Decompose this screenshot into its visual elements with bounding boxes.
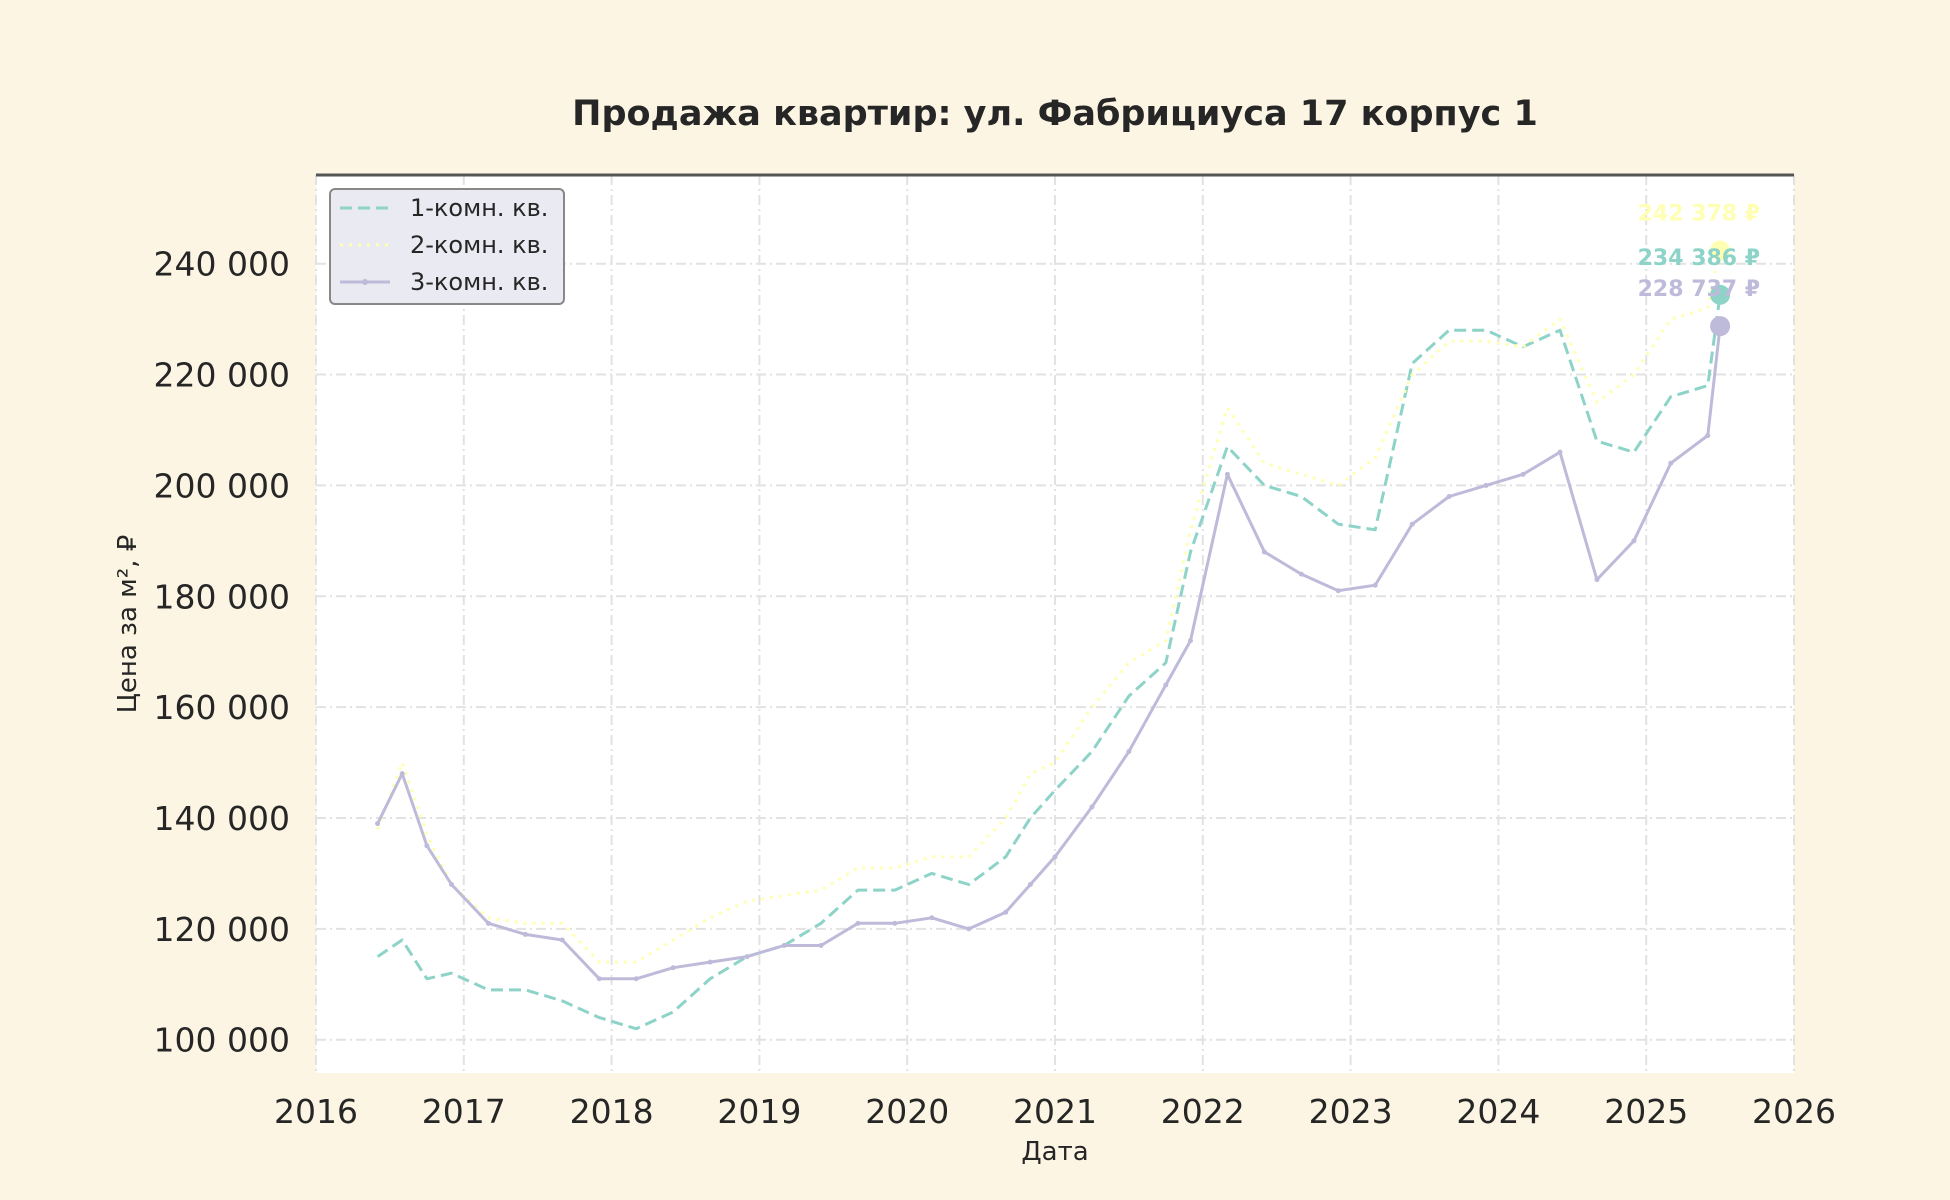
legend-label-1: 1-комн. кв. [410,194,548,222]
series-point [1557,449,1563,455]
x-axis-ticks: 2016 2017 2018 2019 2020 2021 2022 2023 2024 2025… [274,1092,1836,1131]
last-value-label: 234 386 ₽ [1638,246,1760,271]
series-point [1483,482,1489,488]
legend-marker-3 [362,279,368,285]
last-value-marker [1710,240,1731,261]
series-point [929,915,935,921]
series-point [633,976,639,982]
series-point [1163,682,1169,688]
series-line-3 [376,325,1722,981]
series-point [744,954,750,960]
x-tick-label: 2019 [717,1092,801,1131]
last-value-label: 242 378 ₽ [1638,202,1760,227]
series-point [559,937,565,943]
x-tick-label: 2020 [865,1092,949,1131]
series-point [1520,471,1526,477]
y-tick-label: 240 000 [154,245,290,284]
y-axis-label: Цена за м², ₽ [113,535,143,714]
y-tick-label: 140 000 [154,799,290,838]
y-tick-label: 120 000 [154,910,290,949]
last-value-marker [1710,316,1731,337]
legend: 1-комн. кв. 2-комн. кв. 3-комн. кв. [329,188,565,305]
series-point [1631,538,1637,544]
series-point [1298,571,1304,577]
x-tick-label: 2021 [1013,1092,1097,1131]
series-point [399,771,405,777]
series-point [1372,582,1378,588]
last-value-label: 228 737 ₽ [1638,277,1760,302]
series-point [375,821,381,827]
x-tick-label: 2017 [422,1092,506,1131]
series-point [1224,471,1230,477]
series-layer [375,250,1723,1031]
legend-label-2: 2-комн. кв. [410,231,548,259]
series-point [707,959,713,965]
x-tick-label: 2025 [1604,1092,1688,1131]
series-point [966,926,972,932]
series-point [1668,460,1674,466]
series-point [1126,748,1132,754]
series-point [892,920,898,926]
y-axis-ticks: 100 000 120 000 140 000 160 000 180 000 200 0… [154,245,290,1060]
x-tick-label: 2018 [570,1092,654,1131]
y-tick-label: 200 000 [154,466,290,505]
x-tick-label: 2024 [1456,1092,1540,1131]
x-tick-label: 2026 [1752,1092,1836,1131]
series-point [1335,588,1341,594]
chart-title: Продажа квартир: ул. Фабрициуса 17 корпу… [572,94,1538,134]
series-point [818,943,824,949]
series-point [1027,882,1033,888]
x-tick-label: 2016 [274,1092,358,1131]
series-point [1409,521,1415,527]
series-point [596,976,602,982]
series-point [1052,854,1058,860]
series-point [1003,909,1009,915]
x-axis-label: Дата [1021,1137,1088,1167]
last-value-marker [1710,284,1731,305]
y-tick-label: 220 000 [154,356,290,395]
series-point [855,920,861,926]
y-tick-label: 160 000 [154,688,290,727]
legend-box [329,188,565,305]
series-point [1446,494,1452,500]
series-point [485,920,491,926]
legend-label-3: 3-комн. кв. [410,268,548,296]
x-tick-label: 2023 [1309,1092,1393,1131]
series-point [1261,549,1267,555]
series-point [424,843,430,849]
x-tick-label: 2022 [1161,1092,1245,1131]
series-point [1089,804,1095,810]
series-point [1705,433,1711,439]
series-point [1187,638,1193,644]
annotations: 242 378 ₽ 234 386 ₽ 228 737 ₽ [1638,202,1760,337]
series-line-1 [376,294,1722,1031]
series-point [670,965,676,971]
series-line-2 [376,250,1722,964]
y-tick-label: 180 000 [154,577,290,616]
series-point [1594,577,1600,583]
y-tick-label: 100 000 [154,1021,290,1060]
series-point [781,943,787,949]
series-point [448,882,454,888]
series-point [522,931,528,937]
